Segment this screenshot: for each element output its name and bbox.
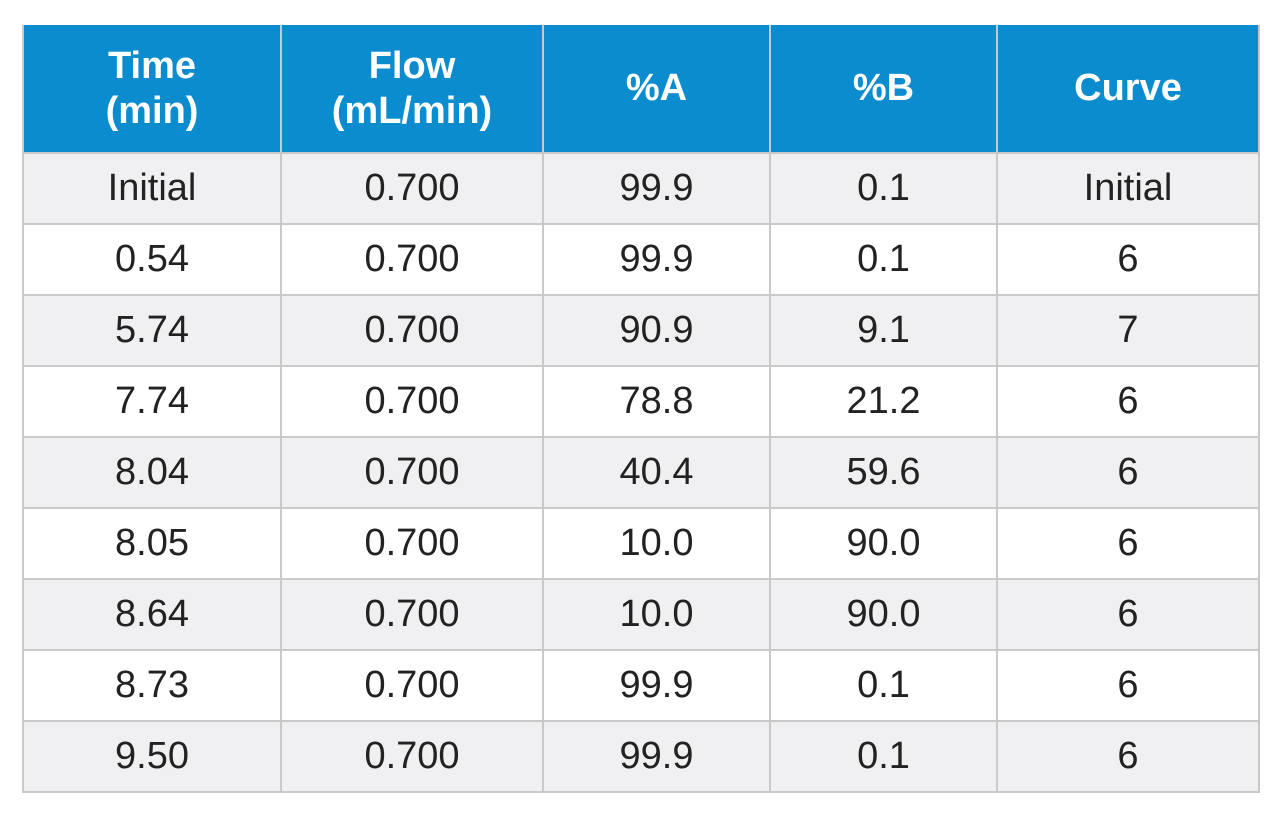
cell-flow: 0.700 xyxy=(280,507,544,580)
cell-flow: 0.700 xyxy=(280,294,544,367)
header-percent-b-label: %B xyxy=(852,67,915,109)
table-row: 8.05 0.700 10.0 90.0 6 xyxy=(22,507,1260,580)
cell-time: 7.74 xyxy=(22,365,282,438)
cell-percent-b: 21.2 xyxy=(769,365,998,438)
cell-curve: 6 xyxy=(996,578,1260,651)
table-row: 9.50 0.700 99.9 0.1 6 xyxy=(22,720,1260,793)
cell-percent-b: 59.6 xyxy=(769,436,998,509)
header-time-line1: Time xyxy=(107,44,196,87)
cell-flow: 0.700 xyxy=(280,436,544,509)
cell-flow: 0.700 xyxy=(280,223,544,296)
cell-flow: 0.700 xyxy=(280,649,544,722)
cell-flow: 0.700 xyxy=(280,578,544,651)
cell-percent-a: 10.0 xyxy=(542,578,771,651)
cell-curve: Initial xyxy=(996,152,1260,225)
cell-percent-a: 90.9 xyxy=(542,294,771,367)
cell-flow: 0.700 xyxy=(280,152,544,225)
gradient-table: Time (min) Flow (mL/min) %A %B Curve Ini… xyxy=(22,25,1260,793)
header-percent-b: %B xyxy=(769,25,998,154)
cell-flow: 0.700 xyxy=(280,365,544,438)
cell-percent-b: 0.1 xyxy=(769,649,998,722)
cell-percent-a: 99.9 xyxy=(542,152,771,225)
cell-time: 5.74 xyxy=(22,294,282,367)
header-curve: Curve xyxy=(996,25,1260,154)
cell-percent-b: 90.0 xyxy=(769,507,998,580)
table-row: 5.74 0.700 90.9 9.1 7 xyxy=(22,294,1260,367)
header-flow-line1: Flow xyxy=(368,44,456,87)
cell-time: 8.73 xyxy=(22,649,282,722)
table-row: Initial 0.700 99.9 0.1 Initial xyxy=(22,152,1260,225)
cell-percent-b: 0.1 xyxy=(769,720,998,793)
table-row: 8.73 0.700 99.9 0.1 6 xyxy=(22,649,1260,722)
header-time: Time (min) xyxy=(22,25,282,154)
header-row: Time (min) Flow (mL/min) %A %B Curve xyxy=(22,25,1260,154)
cell-percent-a: 10.0 xyxy=(542,507,771,580)
table-row: 8.64 0.700 10.0 90.0 6 xyxy=(22,578,1260,651)
table-row: 7.74 0.700 78.8 21.2 6 xyxy=(22,365,1260,438)
cell-percent-a: 99.9 xyxy=(542,720,771,793)
cell-percent-a: 99.9 xyxy=(542,223,771,296)
cell-curve: 6 xyxy=(996,436,1260,509)
cell-time: 9.50 xyxy=(22,720,282,793)
table-row: 0.54 0.700 99.9 0.1 6 xyxy=(22,223,1260,296)
cell-curve: 6 xyxy=(996,507,1260,580)
cell-time: Initial xyxy=(22,152,282,225)
cell-time: 8.64 xyxy=(22,578,282,651)
cell-time: 8.04 xyxy=(22,436,282,509)
cell-time: 0.54 xyxy=(22,223,282,296)
cell-percent-b: 90.0 xyxy=(769,578,998,651)
cell-percent-a: 78.8 xyxy=(542,365,771,438)
cell-flow: 0.700 xyxy=(280,720,544,793)
header-percent-a-label: %A xyxy=(625,67,688,109)
table-header: Time (min) Flow (mL/min) %A %B Curve xyxy=(22,25,1260,154)
cell-curve: 6 xyxy=(996,720,1260,793)
cell-percent-a: 99.9 xyxy=(542,649,771,722)
header-flow: Flow (mL/min) xyxy=(280,25,544,154)
cell-percent-b: 0.1 xyxy=(769,152,998,225)
cell-curve: 6 xyxy=(996,223,1260,296)
cell-percent-b: 0.1 xyxy=(769,223,998,296)
cell-time: 8.05 xyxy=(22,507,282,580)
cell-curve: 7 xyxy=(996,294,1260,367)
cell-curve: 6 xyxy=(996,649,1260,722)
cell-curve: 6 xyxy=(996,365,1260,438)
header-percent-a: %A xyxy=(542,25,771,154)
cell-percent-a: 40.4 xyxy=(542,436,771,509)
cell-percent-b: 9.1 xyxy=(769,294,998,367)
header-time-line2: (min) xyxy=(105,89,199,132)
header-curve-label: Curve xyxy=(1074,67,1182,109)
header-flow-line2: (mL/min) xyxy=(331,89,493,132)
table-row: 8.04 0.700 40.4 59.6 6 xyxy=(22,436,1260,509)
table-body: Initial 0.700 99.9 0.1 Initial 0.54 0.70… xyxy=(22,152,1260,793)
